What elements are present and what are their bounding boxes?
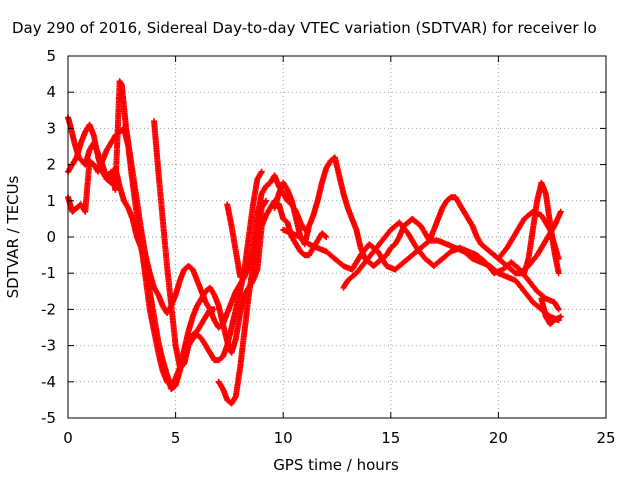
y-tick-label: -5 — [41, 409, 56, 427]
y-tick-label: 3 — [46, 119, 56, 137]
y-axis-ticks: -5 -4 -3 -2 -1 0 1 2 3 4 5 — [41, 47, 606, 427]
chart-title: Day 290 of 2016, Sidereal Day-to-day VTE… — [12, 19, 597, 37]
x-tick-label: 0 — [63, 429, 73, 447]
y-tick-label: 1 — [46, 192, 56, 210]
x-tick-label: 20 — [489, 429, 508, 447]
series-6 — [271, 154, 562, 277]
plus-marker-trace — [271, 154, 562, 277]
plus-marker-trace — [224, 201, 244, 280]
y-tick-label: -4 — [41, 373, 56, 391]
plus-marker-trace — [215, 197, 269, 407]
y-tick-label: -2 — [41, 300, 56, 318]
series-11 — [538, 295, 564, 327]
y-tick-label: -1 — [41, 264, 56, 282]
series-4 — [215, 197, 269, 407]
y-axis-label: SDTVAR / TECUs — [4, 175, 22, 298]
plus-marker-trace — [516, 208, 564, 277]
plus-marker-trace — [151, 118, 218, 371]
y-tick-label: 0 — [46, 228, 56, 246]
y-tick-label: 2 — [46, 156, 56, 174]
series-8 — [340, 219, 562, 313]
plus-marker-trace — [340, 219, 562, 313]
x-axis-label: GPS time / hours — [273, 456, 399, 474]
x-tick-label: 10 — [274, 429, 293, 447]
series-10 — [516, 208, 564, 277]
x-tick-label: 15 — [381, 429, 400, 447]
data-marks — [65, 78, 564, 407]
plus-marker-trace — [538, 295, 564, 327]
y-tick-label: -3 — [41, 337, 56, 355]
grid — [68, 56, 606, 418]
series-3 — [151, 118, 218, 371]
y-tick-label: 4 — [46, 83, 56, 101]
series-5 — [224, 201, 244, 280]
y-tick-label: 5 — [46, 47, 56, 65]
x-tick-label: 25 — [596, 429, 615, 447]
x-axis-ticks: 0 5 10 15 20 25 — [63, 56, 616, 447]
x-tick-label: 5 — [171, 429, 181, 447]
